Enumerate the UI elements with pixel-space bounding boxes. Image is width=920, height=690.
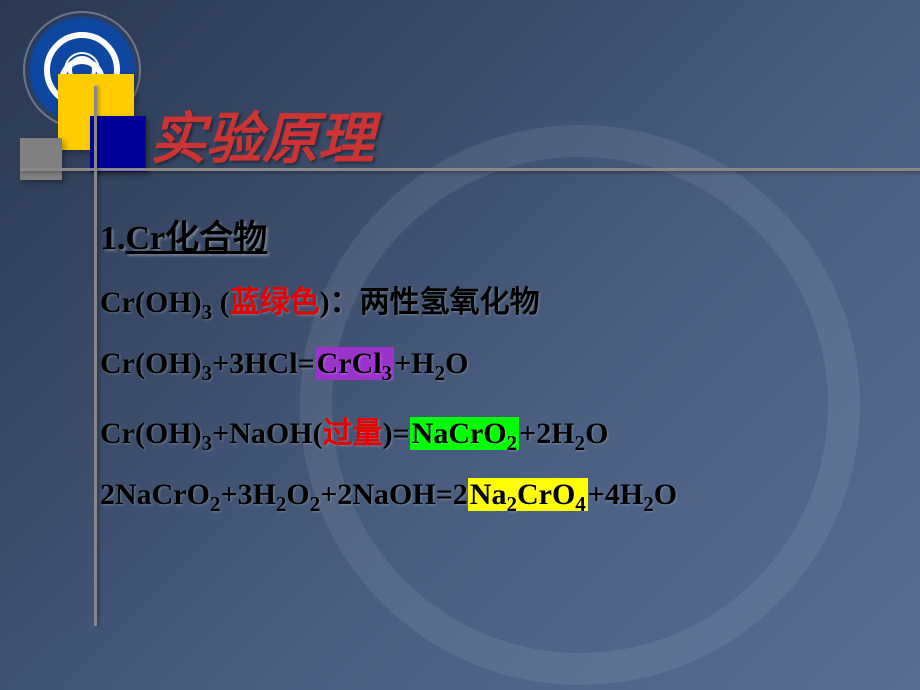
l1-mid: ( xyxy=(212,286,230,319)
l4hl1: Na xyxy=(470,478,507,511)
l2-hl: CrCl3 xyxy=(315,347,394,380)
l2c: +H xyxy=(394,347,434,380)
l2hls: 3 xyxy=(382,361,393,385)
l4b: +3H xyxy=(220,478,275,511)
blue-square xyxy=(90,116,146,172)
l4-hl: Na2CrO4 xyxy=(468,478,588,511)
l2hl: CrCl xyxy=(317,347,382,380)
l3b: +NaOH( xyxy=(212,417,322,450)
line-3: Cr(OH)3+NaOH(过量)=NaCrO2+2H2O xyxy=(100,408,880,456)
gray-square xyxy=(20,138,62,180)
l2s2: 2 xyxy=(435,361,446,385)
vertical-divider xyxy=(94,86,97,626)
l3e: O xyxy=(585,417,608,450)
l3-hl: NaCrO2 xyxy=(410,417,519,450)
l3a: Cr(OH) xyxy=(100,417,202,450)
slide-title: 实验原理 xyxy=(150,94,374,175)
content-area: 1.Cr化合物 Cr(OH)3 (蓝绿色)：两性氢氧化物 Cr(OH)3+3HC… xyxy=(100,210,880,539)
line-4: 2NaCrO2+3H2O2+2NaOH=2Na2CrO4+4H2O xyxy=(100,478,880,517)
l3s1: 3 xyxy=(202,431,213,455)
l2b: +3HCl= xyxy=(212,347,315,380)
l4s3: 2 xyxy=(310,492,321,516)
l3hl: NaCrO xyxy=(412,417,507,450)
l1-pre: Cr(OH) xyxy=(100,286,202,319)
l3hls: 2 xyxy=(507,431,518,455)
line-2: Cr(OH)3+3HCl=CrCl3+H2O xyxy=(100,347,880,386)
l4d: +2NaOH=2 xyxy=(320,478,468,511)
l1-post: )：两性氢氧化物 xyxy=(320,286,540,319)
l1-color: 蓝绿色 xyxy=(230,286,320,319)
l2d: O xyxy=(445,347,468,380)
l4s2: 2 xyxy=(276,492,287,516)
section-text: Cr化合物 xyxy=(126,220,268,257)
l4c: O xyxy=(286,478,309,511)
line-1: Cr(OH)3 (蓝绿色)：两性氢氧化物 xyxy=(100,277,880,325)
l2s1: 3 xyxy=(202,361,213,385)
l4s1: 2 xyxy=(210,492,221,516)
l4s4: 2 xyxy=(643,492,654,516)
l3c: )= xyxy=(383,417,410,450)
section-heading: 1.Cr化合物 xyxy=(100,210,880,259)
l4hs1: 2 xyxy=(506,492,517,516)
l2a: Cr(OH) xyxy=(100,347,202,380)
l3d: +2H xyxy=(519,417,574,450)
l4hl2: CrO xyxy=(517,478,575,511)
l4a: 2NaCrO xyxy=(100,478,210,511)
l3red: 过量 xyxy=(323,417,383,450)
l3s2: 2 xyxy=(575,431,586,455)
l4hs2: 4 xyxy=(575,492,586,516)
l4f: O xyxy=(654,478,677,511)
l1-sub: 3 xyxy=(202,300,213,324)
section-num: 1. xyxy=(100,220,126,257)
l4e: +4H xyxy=(588,478,643,511)
